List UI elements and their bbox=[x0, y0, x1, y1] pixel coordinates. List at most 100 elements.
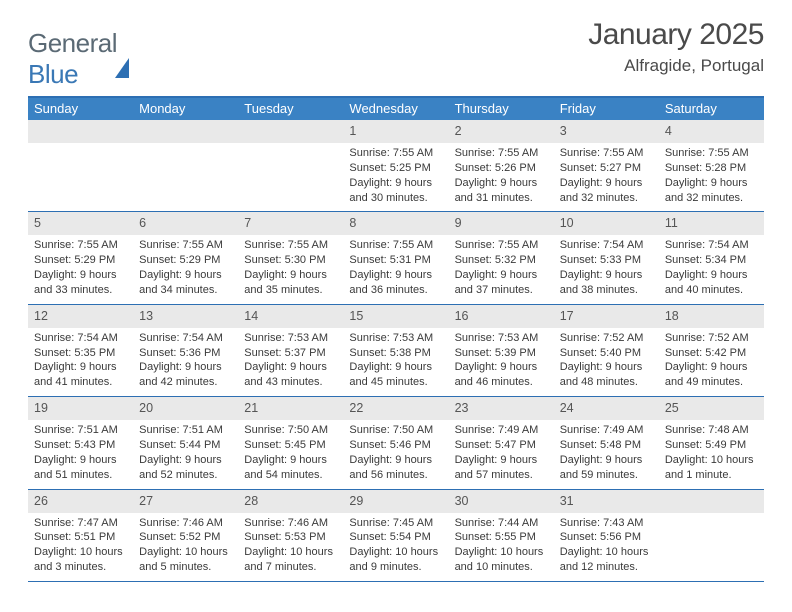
day-cell: 27Sunrise: 7:46 AMSunset: 5:52 PMDayligh… bbox=[133, 490, 238, 581]
day-number-bar: 9 bbox=[449, 212, 554, 235]
day-info: Sunrise: 7:53 AMSunset: 5:37 PMDaylight:… bbox=[238, 331, 343, 390]
day-info: Sunrise: 7:44 AMSunset: 5:55 PMDaylight:… bbox=[449, 516, 554, 575]
week-row: 19Sunrise: 7:51 AMSunset: 5:43 PMDayligh… bbox=[28, 397, 764, 489]
day-number-bar: 7 bbox=[238, 212, 343, 235]
day-info: Sunrise: 7:49 AMSunset: 5:47 PMDaylight:… bbox=[449, 423, 554, 482]
day-number-bar: 5 bbox=[28, 212, 133, 235]
sunset-line: Sunset: 5:45 PM bbox=[244, 438, 339, 453]
day-cell: 14 Sunrise: 7:53 AMSunset: 5:37 PMDayligh… bbox=[238, 305, 343, 396]
day-cell: 3Sunrise: 7:55 AMSunset: 5:27 PMDaylight… bbox=[554, 120, 659, 211]
week-row: 26 Sunrise: 7:47 AMSunset: 5:51 PMDayligh… bbox=[28, 490, 764, 582]
sunset-line: Sunset: 5:56 PM bbox=[560, 530, 655, 545]
day-cell: 18Sunrise: 7:52 AMSunset: 5:42 PMDayligh… bbox=[659, 305, 764, 396]
day-number: 5 bbox=[34, 216, 41, 230]
daylight-line: Daylight: 9 hours and 40 minutes. bbox=[665, 268, 760, 298]
week-row: 5Sunrise: 7:55 AMSunset: 5:29 PMDaylight… bbox=[28, 212, 764, 304]
day-number: 6 bbox=[139, 216, 146, 230]
day-info: Sunrise: 7:54 AMSunset: 5:34 PMDaylight:… bbox=[659, 238, 764, 297]
dow-tuesday: Tuesday bbox=[238, 98, 343, 120]
location-label: Alfragide, Portugal bbox=[588, 56, 764, 76]
day-number: 31 bbox=[560, 494, 574, 508]
daylight-line: Daylight: 9 hours and 41 minutes. bbox=[34, 360, 129, 390]
day-number: 12 bbox=[34, 309, 48, 323]
day-number: 14 bbox=[244, 309, 258, 323]
day-number: 8 bbox=[349, 216, 356, 230]
day-number-bar: 19 bbox=[28, 397, 133, 420]
day-number: 30 bbox=[455, 494, 469, 508]
sunset-line: Sunset: 5:54 PM bbox=[349, 530, 444, 545]
day-number-bar: 29 bbox=[343, 490, 448, 513]
day-number: 15 bbox=[349, 309, 363, 323]
month-title: January 2025 bbox=[588, 18, 764, 52]
sunrise-line: Sunrise: 7:52 AM bbox=[560, 331, 655, 346]
day-cell: 10Sunrise: 7:54 AMSunset: 5:33 PMDayligh… bbox=[554, 212, 659, 303]
dow-friday: Friday bbox=[554, 98, 659, 120]
sunrise-line: Sunrise: 7:54 AM bbox=[34, 331, 129, 346]
day-cell: 29 Sunrise: 7:45 AMSunset: 5:54 PMDayligh… bbox=[343, 490, 448, 581]
day-number-bar: 30 bbox=[449, 490, 554, 513]
sunset-line: Sunset: 5:27 PM bbox=[560, 161, 655, 176]
sunrise-line: Sunrise: 7:54 AM bbox=[665, 238, 760, 253]
day-number-bar: 15 bbox=[343, 305, 448, 328]
daylight-line: Daylight: 9 hours and 57 minutes. bbox=[455, 453, 550, 483]
day-info: Sunrise: 7:54 AMSunset: 5:33 PMDaylight:… bbox=[554, 238, 659, 297]
day-number-bar: 20 bbox=[133, 397, 238, 420]
sunset-line: Sunset: 5:47 PM bbox=[455, 438, 550, 453]
daylight-line: Daylight: 10 hours and 9 minutes. bbox=[349, 545, 444, 575]
day-number: 21 bbox=[244, 401, 258, 415]
day-number: 23 bbox=[455, 401, 469, 415]
day-number-bar: 26 bbox=[28, 490, 133, 513]
day-number: 22 bbox=[349, 401, 363, 415]
sunset-line: Sunset: 5:48 PM bbox=[560, 438, 655, 453]
day-number: 28 bbox=[244, 494, 258, 508]
daylight-line: Daylight: 9 hours and 51 minutes. bbox=[34, 453, 129, 483]
sunset-line: Sunset: 5:51 PM bbox=[34, 530, 129, 545]
sunrise-line: Sunrise: 7:51 AM bbox=[139, 423, 234, 438]
day-number-bar: 14 bbox=[238, 305, 343, 328]
day-cell: 19Sunrise: 7:51 AMSunset: 5:43 PMDayligh… bbox=[28, 397, 133, 488]
day-info: Sunrise: 7:55 AMSunset: 5:26 PMDaylight:… bbox=[449, 146, 554, 205]
day-info: Sunrise: 7:55 AMSunset: 5:28 PMDaylight:… bbox=[659, 146, 764, 205]
brand-part2: Blue bbox=[28, 59, 78, 89]
day-info: Sunrise: 7:47 AMSunset: 5:51 PMDaylight:… bbox=[28, 516, 133, 575]
daylight-line: Daylight: 9 hours and 33 minutes. bbox=[34, 268, 129, 298]
sunrise-line: Sunrise: 7:55 AM bbox=[455, 146, 550, 161]
daylight-line: Daylight: 10 hours and 12 minutes. bbox=[560, 545, 655, 575]
sunset-line: Sunset: 5:32 PM bbox=[455, 253, 550, 268]
sunset-line: Sunset: 5:39 PM bbox=[455, 346, 550, 361]
daylight-line: Daylight: 9 hours and 32 minutes. bbox=[560, 176, 655, 206]
sunset-line: Sunset: 5:29 PM bbox=[139, 253, 234, 268]
day-number: 4 bbox=[665, 124, 672, 138]
day-cell: 26 Sunrise: 7:47 AMSunset: 5:51 PMDayligh… bbox=[28, 490, 133, 581]
daylight-line: Daylight: 9 hours and 49 minutes. bbox=[665, 360, 760, 390]
sunset-line: Sunset: 5:38 PM bbox=[349, 346, 444, 361]
day-number-bar: 31 bbox=[554, 490, 659, 513]
daylight-line: Daylight: 9 hours and 30 minutes. bbox=[349, 176, 444, 206]
brand-mark-icon bbox=[115, 28, 129, 78]
day-number: 25 bbox=[665, 401, 679, 415]
day-cell: 7Sunrise: 7:55 AMSunset: 5:30 PMDaylight… bbox=[238, 212, 343, 303]
day-cell: 17Sunrise: 7:52 AMSunset: 5:40 PMDayligh… bbox=[554, 305, 659, 396]
sunrise-line: Sunrise: 7:52 AM bbox=[665, 331, 760, 346]
day-number: 24 bbox=[560, 401, 574, 415]
daylight-line: Daylight: 9 hours and 48 minutes. bbox=[560, 360, 655, 390]
day-info: Sunrise: 7:45 AMSunset: 5:54 PMDaylight:… bbox=[343, 516, 448, 575]
day-cell: 15Sunrise: 7:53 AMSunset: 5:38 PMDayligh… bbox=[343, 305, 448, 396]
daylight-line: Daylight: 9 hours and 37 minutes. bbox=[455, 268, 550, 298]
day-info: Sunrise: 7:50 AMSunset: 5:45 PMDaylight:… bbox=[238, 423, 343, 482]
day-number-bar: . bbox=[28, 120, 133, 143]
day-number: 13 bbox=[139, 309, 153, 323]
dow-monday: Monday bbox=[133, 98, 238, 120]
day-number: 16 bbox=[455, 309, 469, 323]
daylight-line: Daylight: 10 hours and 10 minutes. bbox=[455, 545, 550, 575]
calendar-page: General Blue January 2025 Alfragide, Por… bbox=[0, 0, 792, 612]
day-cell: 24 Sunrise: 7:49 AMSunset: 5:48 PMDayligh… bbox=[554, 397, 659, 488]
sunset-line: Sunset: 5:36 PM bbox=[139, 346, 234, 361]
day-info: Sunrise: 7:49 AMSunset: 5:48 PMDaylight:… bbox=[554, 423, 659, 482]
day-cell: 16Sunrise: 7:53 AMSunset: 5:39 PMDayligh… bbox=[449, 305, 554, 396]
day-number-bar: . bbox=[659, 490, 764, 513]
sunset-line: Sunset: 5:34 PM bbox=[665, 253, 760, 268]
sunset-line: Sunset: 5:55 PM bbox=[455, 530, 550, 545]
sunrise-line: Sunrise: 7:53 AM bbox=[349, 331, 444, 346]
sunrise-line: Sunrise: 7:49 AM bbox=[560, 423, 655, 438]
